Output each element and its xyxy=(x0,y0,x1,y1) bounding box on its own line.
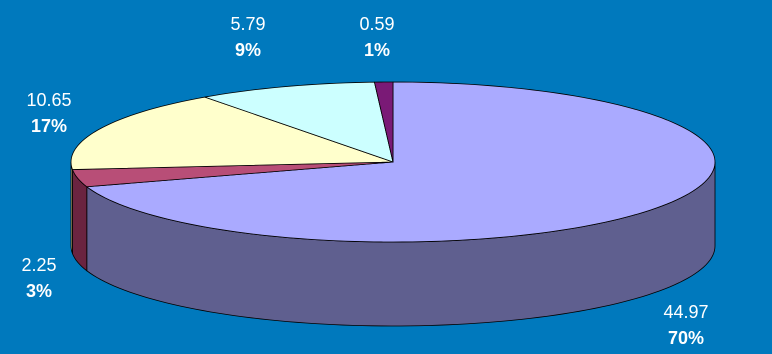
pie-slice-side xyxy=(70,161,73,254)
slice-value-label: 10.65 xyxy=(26,90,71,110)
pie-data-label: 44.97 70% xyxy=(663,302,708,348)
slice-percent-label: 3% xyxy=(26,281,52,301)
pie-data-label: 5.79 9% xyxy=(230,14,265,60)
slice-value-label: 5.79 xyxy=(230,14,265,34)
pie-slice xyxy=(85,81,716,243)
pie-data-labels: 44.97 70% 2.25 3% 10.65 17% 5.79 9% 0.59 1% xyxy=(21,14,708,348)
slice-percent-label: 9% xyxy=(235,40,261,60)
slice-percent-label: 17% xyxy=(31,116,67,136)
slice-value-label: 0.59 xyxy=(359,14,394,34)
slice-percent-label: 70% xyxy=(668,328,704,348)
pie-slice xyxy=(70,96,394,170)
slice-percent-label: 1% xyxy=(364,40,390,60)
slice-value-label: 2.25 xyxy=(21,255,56,275)
pie-slice xyxy=(71,161,394,188)
pie-top-faces xyxy=(70,81,716,243)
pie-slice xyxy=(373,81,394,163)
pie-data-label: 2.25 3% xyxy=(21,255,56,301)
pie-data-label: 0.59 1% xyxy=(359,14,394,60)
pie-data-label: 10.65 17% xyxy=(26,90,71,136)
slice-value-label: 44.97 xyxy=(663,302,708,322)
pie-slice xyxy=(204,81,394,163)
